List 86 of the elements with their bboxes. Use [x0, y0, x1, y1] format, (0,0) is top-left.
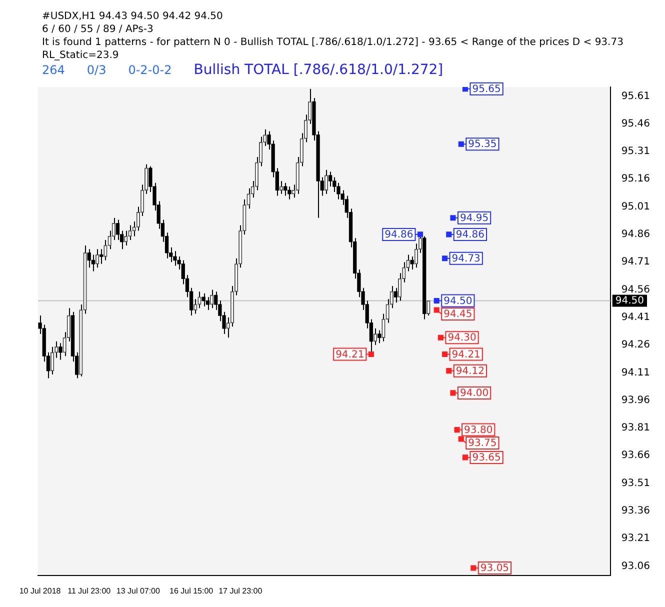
- data-label: 93.80: [464, 424, 493, 436]
- data-label: 94.50: [444, 296, 472, 307]
- point: [458, 436, 464, 442]
- y-tick-label: 94.26: [621, 340, 650, 351]
- point: [462, 87, 468, 92]
- candlestick: [87, 248, 91, 268]
- y-tick-label: 95.31: [621, 146, 650, 158]
- point: [446, 232, 452, 238]
- point: [434, 298, 440, 304]
- text: 0-2-0-2: [128, 63, 172, 77]
- candlestick: [95, 248, 100, 268]
- point: [450, 390, 456, 396]
- candlestick: [202, 292, 206, 307]
- data-label: 93.05: [480, 563, 510, 574]
- chart-subtitle: 6 / 60 / 55 / 89 / APs-3: [42, 23, 154, 36]
- y-tick-label: 94.56: [621, 284, 650, 296]
- candlestick: [328, 171, 332, 188]
- x-tick-label: 11 Jul 23:00: [68, 586, 112, 596]
- y-tick-label: 93.81: [621, 422, 650, 434]
- data-label: 94.86: [384, 230, 414, 241]
- candlestick: [288, 186, 292, 200]
- candlestick: [394, 287, 398, 304]
- text: It is found 1 patterns - for pattern N 0 - Bullish TOTAL [.786/.618/1.0/1.272] - 93.65 < Range of the prices D < 93.73: [42, 36, 624, 49]
- candlestick: [324, 169, 328, 194]
- candlestick: [210, 289, 214, 309]
- candlestick: [246, 188, 250, 210]
- data-label: 93.75: [468, 438, 497, 450]
- point: [462, 454, 468, 460]
- data-label: 94.21: [452, 349, 480, 360]
- y-tick-label: 94.11: [621, 367, 650, 378]
- ref-line-label: 94.50: [615, 295, 644, 306]
- candlestick: [378, 330, 382, 344]
- candlestick: [116, 219, 120, 240]
- data-label: 94.12: [456, 366, 485, 377]
- point: [446, 368, 452, 374]
- data-label: 94.86: [456, 230, 485, 241]
- candlestick: [104, 239, 108, 261]
- point: [442, 351, 448, 358]
- y-tick-label: 93.66: [621, 450, 650, 462]
- text: 264: [42, 63, 65, 77]
- text: 0/3: [86, 63, 106, 77]
- data-label: 94.45: [444, 309, 472, 320]
- point: [450, 215, 456, 221]
- data-label: 95.35: [468, 139, 497, 150]
- point: [454, 427, 460, 433]
- text: Bullish TOTAL [.786/.618/1.0/1.272]: [194, 62, 444, 78]
- data-label: 95.65: [472, 84, 501, 95]
- x-tick-label: 13 Jul 07:00: [116, 586, 161, 596]
- point: [434, 307, 440, 313]
- candlestick: [173, 250, 177, 266]
- point: [458, 141, 464, 147]
- y-tick-label: 93.96: [621, 394, 650, 406]
- candlestick: [58, 342, 62, 360]
- y-tick-label: 93.36: [621, 505, 650, 516]
- data-label: 94.30: [448, 332, 476, 344]
- y-tick-label: 95.46: [621, 118, 650, 130]
- candlestick: [100, 248, 104, 264]
- candlestick: [198, 291, 202, 309]
- candlestick: [410, 256, 414, 270]
- candlestick: [206, 296, 210, 311]
- y-tick-label: 94.86: [621, 229, 650, 240]
- y-tick-label: 93.21: [621, 533, 650, 544]
- y-tick-label: 95.01: [621, 201, 650, 212]
- x-tick-label: 16 Jul 15:00: [170, 586, 214, 596]
- point: [417, 232, 424, 238]
- point: [442, 256, 448, 262]
- point: [368, 351, 374, 358]
- data-label: 93.65: [472, 452, 501, 464]
- y-tick-label: 93.06: [621, 560, 650, 572]
- y-tick-label: 94.71: [621, 256, 650, 268]
- y-tick-label: 95.61: [621, 90, 650, 102]
- chart-title: #USDX,H1 94.43 94.50 94.42 94.50: [42, 10, 224, 23]
- point: [438, 334, 444, 340]
- data-label: 94.00: [460, 388, 489, 400]
- text: RL_Static=23.9: [42, 49, 120, 62]
- y-tick-label: 95.16: [621, 174, 650, 185]
- y-tick-label: 93.51: [621, 478, 650, 489]
- data-label: 94.73: [452, 253, 480, 264]
- x-tick-label: 10 Jul 2018: [19, 586, 62, 596]
- data-label: 94.21: [336, 349, 364, 360]
- point: [470, 565, 476, 571]
- x-tick-label: 17 Jul 23:00: [218, 586, 263, 596]
- data-label: 94.95: [460, 212, 489, 224]
- candlestick: [50, 346, 54, 376]
- candlestick: [284, 182, 288, 196]
- y-tick-label: 94.41: [621, 312, 650, 323]
